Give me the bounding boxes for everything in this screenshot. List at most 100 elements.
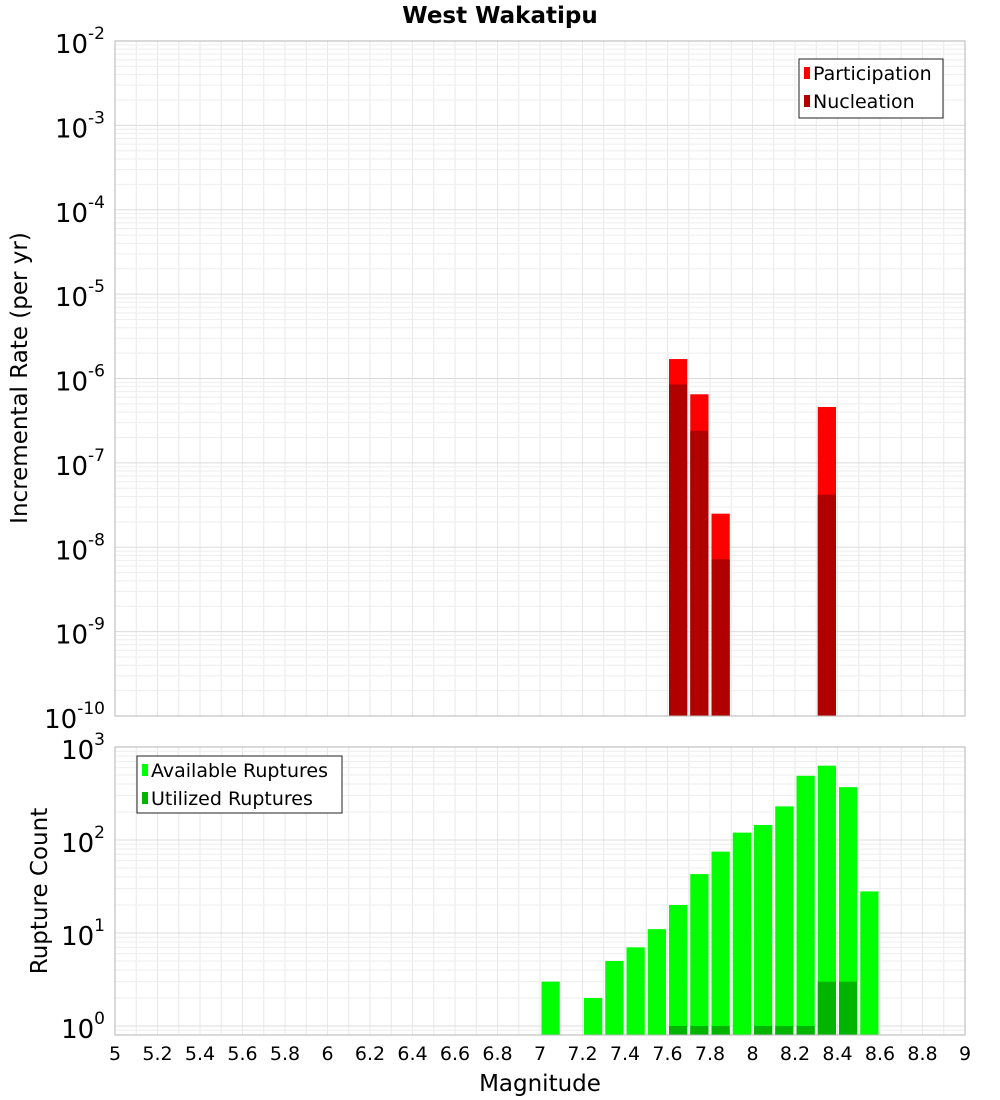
- bar: [711, 851, 730, 1035]
- bar: [775, 1025, 794, 1035]
- bar: [754, 1025, 773, 1035]
- tick-base: 10: [55, 199, 88, 229]
- x-tick-label: 6.8: [482, 1043, 512, 1065]
- bar: [839, 787, 858, 1035]
- bar: [605, 960, 624, 1035]
- x-tick-label: 8.6: [865, 1043, 895, 1065]
- tick-exponent: -5: [88, 277, 105, 297]
- tick-base: 10: [55, 114, 88, 144]
- x-tick-label: 9: [959, 1043, 971, 1065]
- tick-base: 10: [55, 536, 88, 566]
- x-axis-label: Magnitude: [479, 1071, 601, 1097]
- tick-exponent: -4: [88, 193, 105, 213]
- y-axis-label-top: Incremental Rate (per yr): [7, 232, 33, 524]
- bar: [626, 947, 645, 1035]
- x-tick-label: 7.2: [567, 1043, 597, 1065]
- tick-exponent: 2: [94, 823, 105, 843]
- tick-base: 10: [55, 621, 88, 651]
- bar: [860, 891, 879, 1035]
- tick-base: 10: [55, 368, 88, 398]
- y-tick-label: 10-6: [55, 362, 105, 398]
- top-panel: 10-210-310-410-510-610-710-810-910-10: [44, 24, 966, 735]
- y-tick-label: 10-10: [44, 699, 105, 735]
- tick-base: 10: [61, 922, 94, 952]
- x-tick-label: 5.8: [270, 1043, 300, 1065]
- legend-swatch: [804, 67, 810, 79]
- x-tick-label: 6.2: [355, 1043, 385, 1065]
- bar: [817, 494, 836, 716]
- x-tick-label: 5.4: [185, 1043, 215, 1065]
- bar: [839, 981, 858, 1035]
- x-tick-label: 8.8: [907, 1043, 937, 1065]
- bar: [584, 997, 603, 1035]
- legend-box: [798, 58, 944, 119]
- tick-base: 10: [61, 736, 94, 766]
- bar: [669, 1025, 688, 1035]
- legend-label: Available Ruptures: [151, 760, 328, 782]
- x-tick-label: 5: [109, 1043, 121, 1065]
- chart-title: West Wakatipu: [402, 3, 597, 29]
- bar: [711, 559, 730, 716]
- labels: 5 5.2 5.4 5.6 5.8 6 6.2 6.4 6.6 6.8 7 7.2 7.4 7.6 7.8 8…: [7, 3, 971, 1097]
- tick-base: 10: [55, 452, 88, 482]
- tick-exponent: 1: [94, 916, 105, 936]
- y-tick-label: 101: [61, 916, 105, 952]
- legend-label: Participation: [813, 63, 932, 85]
- y-tick-label: 10-7: [55, 446, 105, 482]
- legend-swatch: [142, 792, 148, 804]
- bar: [669, 384, 688, 716]
- tick-base: 10: [55, 283, 88, 313]
- x-tick-label: 7.4: [610, 1043, 640, 1065]
- tick-exponent: -7: [88, 446, 105, 466]
- tick-exponent: -6: [88, 362, 105, 382]
- x-tick-label: 8.4: [822, 1043, 852, 1065]
- legend-box: [136, 755, 343, 814]
- y-tick-label: 10-4: [55, 193, 105, 229]
- tick-exponent: -10: [77, 699, 105, 719]
- y-tick-label: 103: [61, 730, 105, 766]
- bar: [690, 874, 709, 1035]
- tick-base: 10: [61, 1015, 94, 1045]
- tick-exponent: -2: [88, 24, 105, 44]
- plot-frame: [114, 746, 966, 1036]
- y-tick-label: 10-5: [55, 277, 105, 313]
- bar: [690, 1025, 709, 1035]
- tick-base: 10: [44, 705, 77, 735]
- legend-label: Nucleation: [813, 91, 915, 113]
- tick-exponent: 3: [94, 730, 105, 750]
- y-axis-label-bottom: Rupture Count: [27, 808, 53, 974]
- tick-exponent: 0: [94, 1009, 105, 1029]
- bar: [711, 1025, 730, 1035]
- x-tick-label: 6.6: [440, 1043, 470, 1065]
- y-tick-label: 10-9: [55, 615, 105, 651]
- bar: [669, 904, 688, 1035]
- x-tick-label: 7: [534, 1043, 546, 1065]
- y-tick-label: 100: [61, 1009, 105, 1045]
- bar: [732, 832, 751, 1035]
- legend-swatch: [142, 764, 148, 776]
- x-tick-label: 7.8: [695, 1043, 725, 1065]
- x-tick-label: 8.2: [780, 1043, 810, 1065]
- bar: [817, 981, 836, 1035]
- tick-exponent: -3: [88, 108, 105, 128]
- y-tick-label: 10-2: [55, 24, 105, 60]
- legend-label: Utilized Ruptures: [151, 788, 313, 810]
- y-tick-label: 10-3: [55, 108, 105, 144]
- legend-swatch: [804, 95, 810, 107]
- x-tick-label: 8: [746, 1043, 758, 1065]
- bar: [775, 806, 794, 1035]
- tick-base: 10: [55, 30, 88, 60]
- tick-exponent: -9: [88, 615, 105, 635]
- bar: [796, 1025, 815, 1035]
- y-tick-label: 10-8: [55, 530, 105, 566]
- bar: [817, 765, 836, 1035]
- y-tick-label: 102: [61, 823, 105, 859]
- bar: [796, 775, 815, 1035]
- x-tick-label: 5.6: [227, 1043, 257, 1065]
- x-tick-label: 7.6: [652, 1043, 682, 1065]
- bar: [690, 430, 709, 716]
- x-tick-label: 6.4: [397, 1043, 427, 1065]
- bar: [647, 929, 666, 1035]
- tick-base: 10: [61, 829, 94, 859]
